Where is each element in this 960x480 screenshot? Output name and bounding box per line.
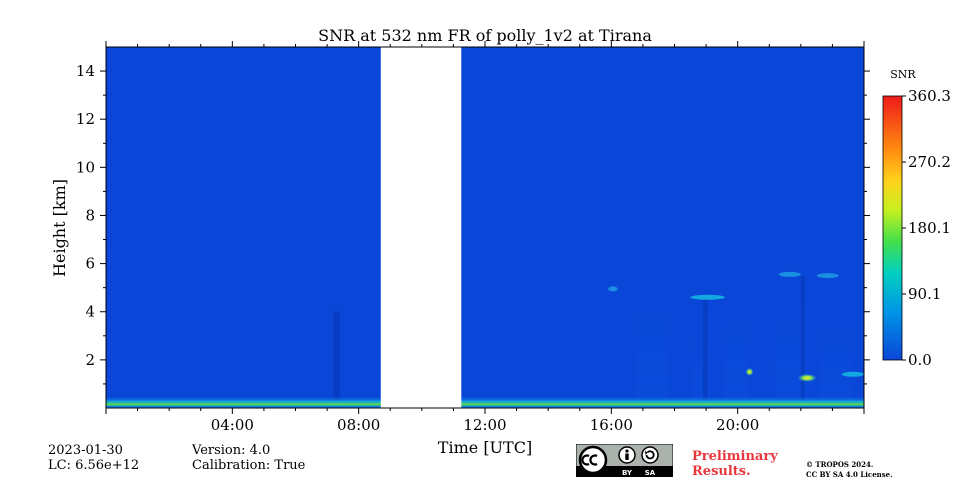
y-tick-label: 4 — [85, 303, 95, 321]
cloud-layer — [841, 371, 865, 377]
surface-edge — [106, 405, 864, 408]
colorbar-label: SNR — [890, 68, 916, 81]
haze-column — [636, 227, 669, 408]
preliminary-notice: Preliminary Results. — [692, 449, 778, 479]
haze-column — [725, 251, 748, 408]
svg-text:BY: BY — [622, 469, 633, 477]
colorbar-tick-label: 270.2 — [908, 153, 951, 171]
plot-background — [106, 47, 864, 408]
colorbar-tick-label: 90.1 — [908, 285, 941, 303]
colorbar: SNR 0.0 90.1 180.1 270.2 360.3 — [882, 68, 951, 369]
x-axis-ticks: 04:00 08:00 12:00 16:00 20:00 — [105, 41, 865, 434]
meta-version: Version: 4.0 — [192, 443, 271, 458]
x-tick-label: 16:00 — [590, 416, 633, 434]
cloud-layer — [778, 271, 801, 277]
cloud-layer — [608, 286, 618, 292]
no-data-gap — [380, 47, 462, 408]
haze-column — [819, 263, 852, 408]
preliminary-line-2: Results. — [692, 464, 751, 479]
colorbar-tick-label: 180.1 — [908, 219, 951, 237]
cloud-layer — [816, 273, 839, 279]
y-tick-label: 10 — [76, 158, 95, 176]
signal-dropout-streak — [333, 311, 340, 408]
signal-dropout-streak — [800, 275, 805, 408]
meta-date: 2023-01-30 — [48, 443, 123, 458]
x-tick-label: 12:00 — [463, 416, 506, 434]
cloud-layer — [690, 294, 726, 300]
colorbar-gradient — [882, 95, 903, 361]
y-tick-label: 8 — [85, 206, 95, 224]
chart-title: SNR at 532 nm FR of polly_1v2 at Tirana — [318, 26, 652, 45]
copyright-line-1: © TROPOS 2024. — [806, 460, 874, 469]
y-tick-label: 14 — [76, 62, 95, 80]
x-axis-label: Time [UTC] — [438, 438, 532, 457]
preliminary-line-1: Preliminary — [692, 449, 778, 464]
copyright-line-2: CC BY SA 4.0 License. — [806, 470, 893, 479]
x-tick-label: 20:00 — [716, 416, 759, 434]
svg-text:SA: SA — [645, 469, 656, 477]
cloud-layer — [797, 373, 817, 382]
plot-area — [105, 46, 865, 409]
near-surface-layer — [106, 395, 864, 408]
meta-calibration: Calibration: True — [192, 458, 306, 473]
x-tick-label: 04:00 — [211, 416, 254, 434]
y-tick-label: 12 — [76, 110, 95, 128]
y-axis-ticks: 2 4 6 8 10 12 14 — [76, 62, 870, 385]
signal-dropout-streak — [702, 299, 708, 408]
snr-features — [106, 227, 865, 408]
colorbar-tick-label: 0.0 — [908, 351, 932, 369]
y-axis-label: Height [km] — [50, 179, 69, 277]
y-tick-label: 2 — [85, 351, 95, 369]
copyright-notice: © TROPOS 2024. CC BY SA 4.0 License. — [806, 460, 893, 480]
x-tick-label: 08:00 — [337, 416, 380, 434]
meta-lc: LC: 6.56e+12 — [48, 458, 140, 473]
cc-by-sa-logo: BY SA — [576, 444, 673, 477]
y-tick-label: 6 — [85, 255, 95, 273]
cloud-layer — [745, 367, 754, 376]
colorbar-ticks: 0.0 90.1 180.1 270.2 360.3 — [902, 87, 951, 369]
colorbar-tick-label: 360.3 — [908, 87, 951, 105]
